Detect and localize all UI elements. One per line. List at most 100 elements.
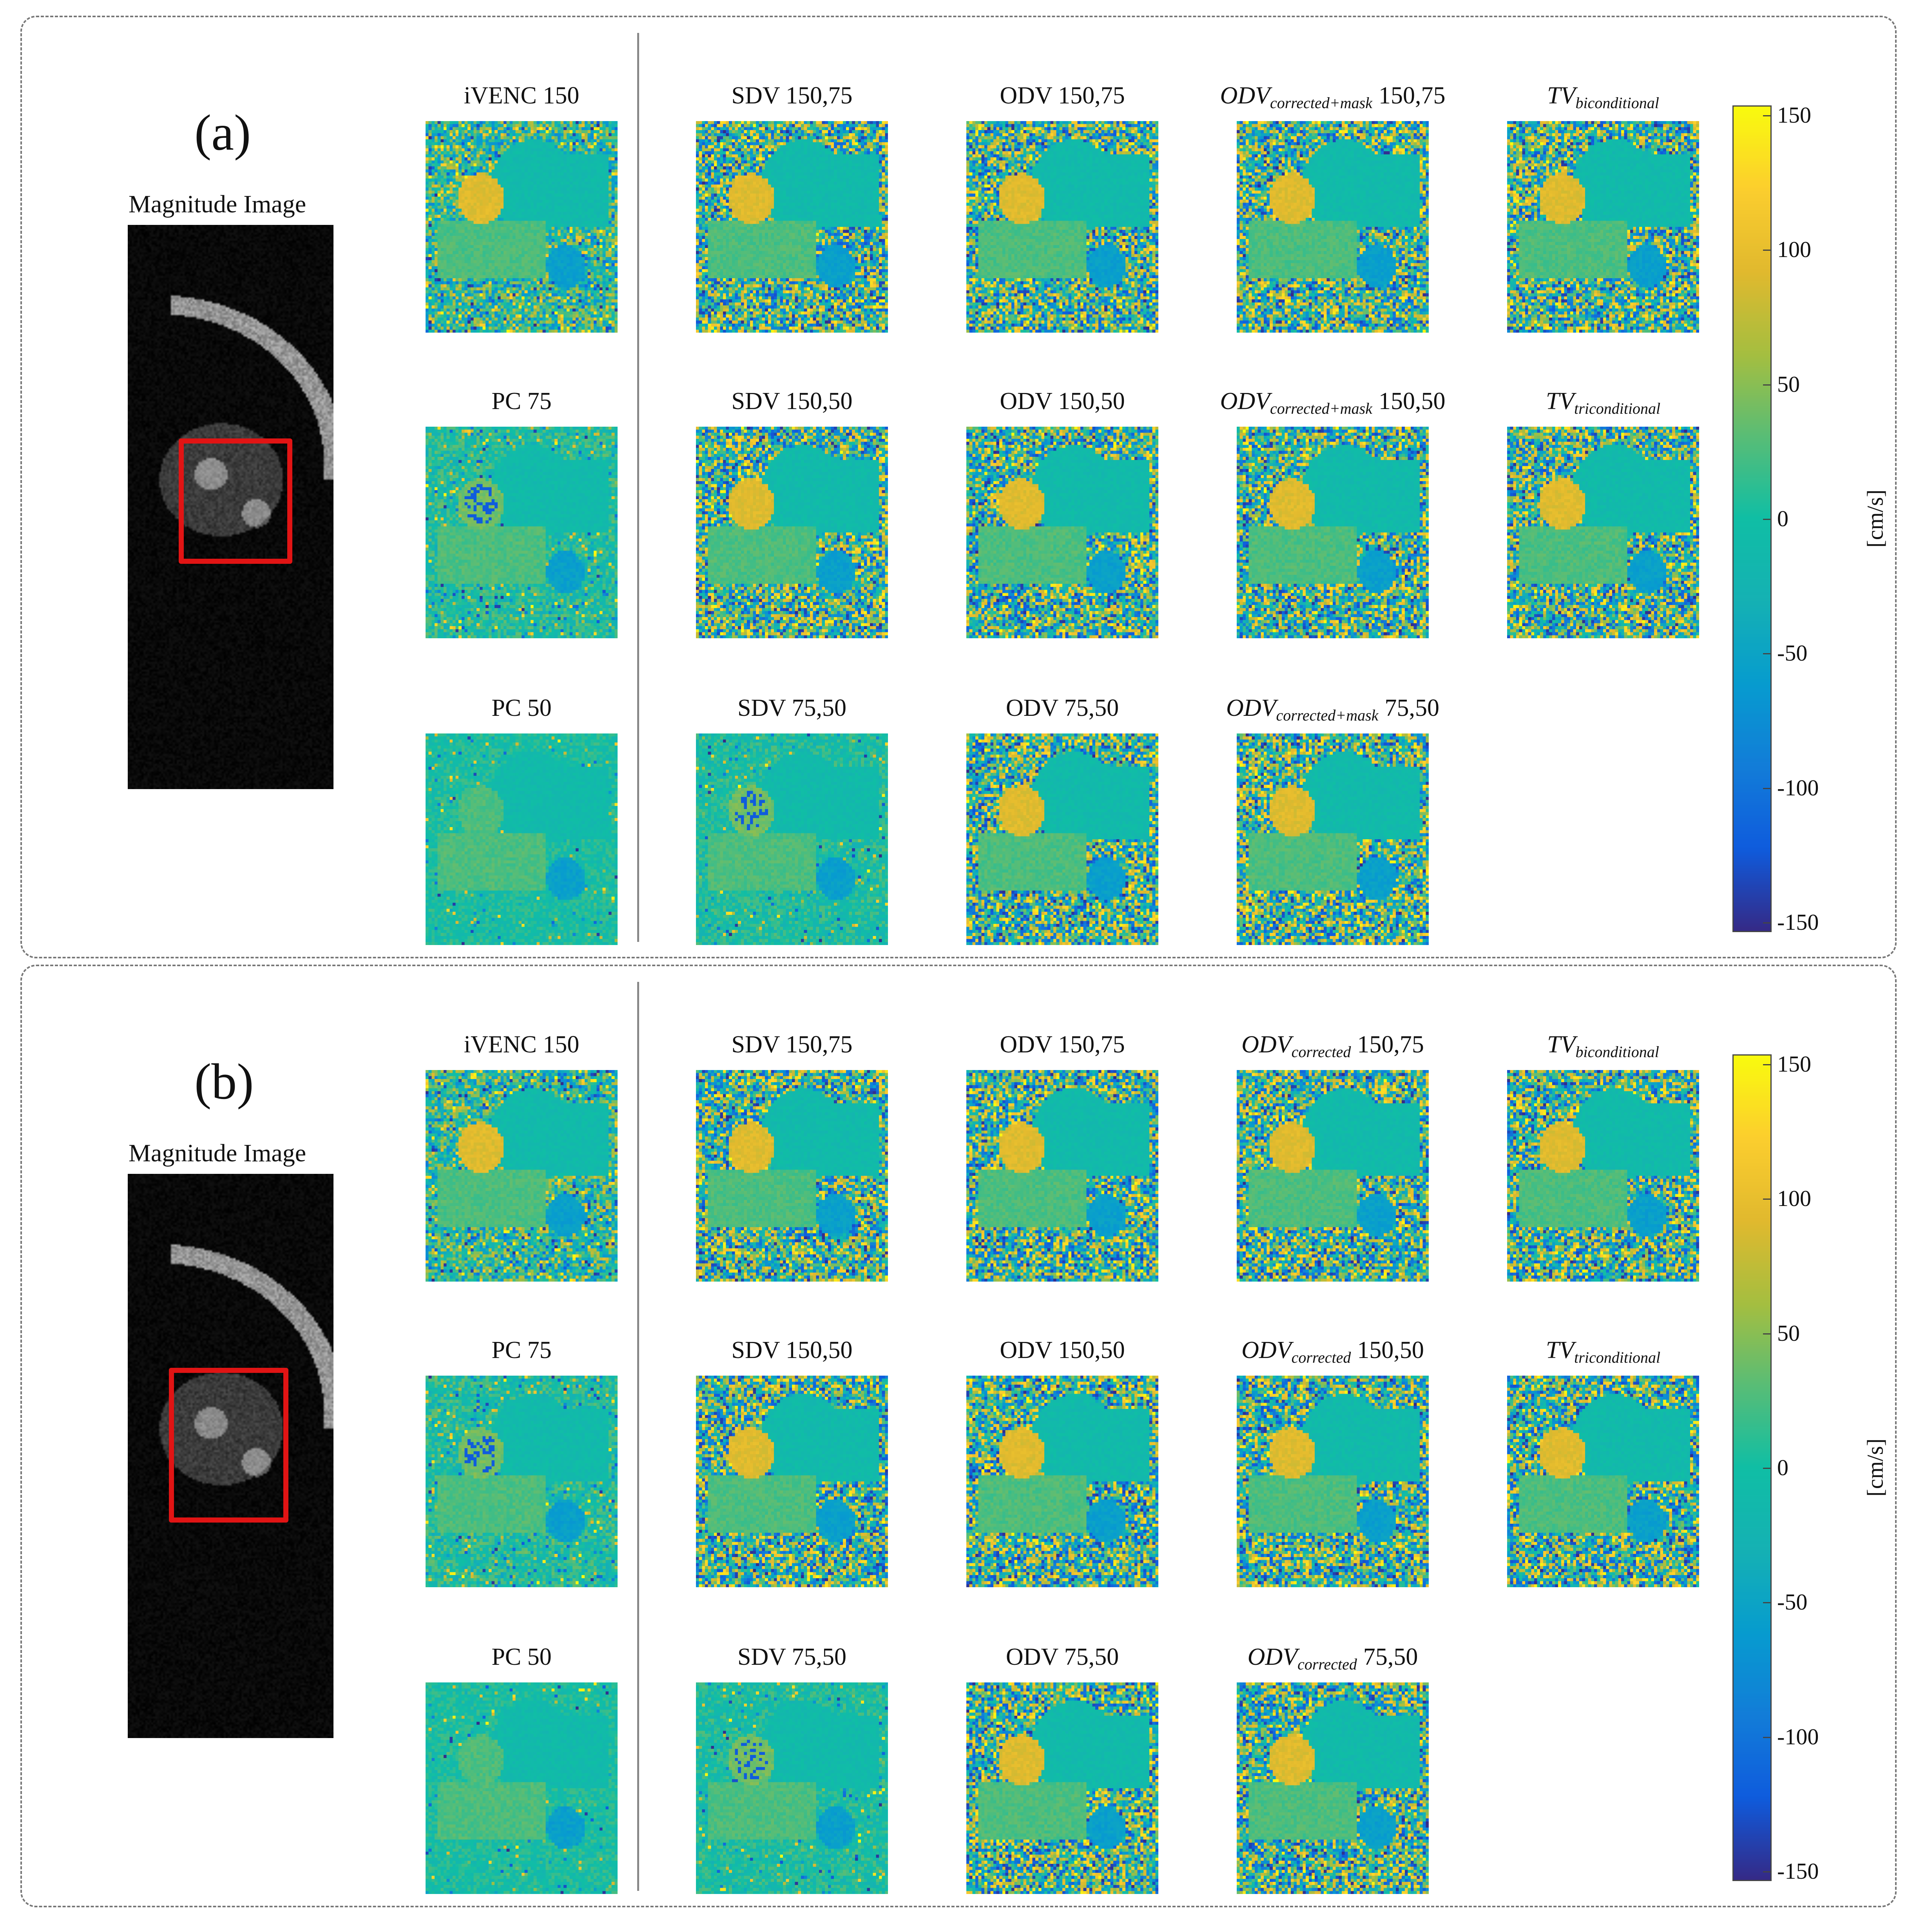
colorbar-tick-label: -50 — [1777, 1589, 1808, 1615]
tile-title-tail: 75,50 — [1363, 1644, 1418, 1670]
velocity-map — [1237, 1682, 1429, 1894]
magnitude-image-canvas — [128, 1174, 333, 1738]
tile-title-subscript: corrected+mask — [1270, 94, 1372, 112]
velocity-map — [966, 121, 1158, 333]
tile-title-main: ODV — [1220, 388, 1270, 415]
velocity-map — [696, 733, 888, 945]
colorbar-tick-label: -150 — [1777, 1858, 1819, 1884]
colorbar-tick — [1763, 519, 1772, 520]
tile-title: iVENC 150 — [464, 1031, 580, 1058]
velocity-map — [1237, 1070, 1429, 1282]
tile-title: ODVcorrected 75,50 — [1178, 1643, 1488, 1673]
tile-title: ODV 75,50 — [1006, 1644, 1119, 1670]
velocity-map — [966, 427, 1158, 638]
tile-title-main: TV — [1546, 388, 1575, 415]
magnitude-image-canvas — [128, 225, 333, 789]
velocity-map — [696, 1070, 888, 1282]
velocity-map — [966, 1376, 1158, 1587]
tile-title: PC 75 — [491, 1337, 552, 1363]
tile-title-main: TV — [1547, 82, 1576, 109]
magnitude-image-title: Magnitude Image — [129, 1139, 306, 1167]
velocity-map — [696, 121, 888, 333]
tile-title: PC 50 — [491, 695, 552, 721]
velocity-map — [966, 1070, 1158, 1282]
tile-title-subscript: biconditional — [1575, 94, 1659, 112]
column-divider — [637, 982, 639, 1891]
roi-box — [169, 1368, 288, 1523]
colorbar-tick — [1763, 1468, 1772, 1469]
tile-title: TVtriconditional — [1448, 387, 1758, 418]
velocity-map — [1507, 121, 1699, 333]
colorbar-tick-label: -50 — [1777, 640, 1808, 666]
colorbar-tick-label: 0 — [1777, 506, 1788, 531]
tile-title-main: ODV — [1241, 1337, 1292, 1363]
colorbar-tick — [1763, 1871, 1772, 1872]
colorbar-tick — [1763, 922, 1772, 923]
tile-title-subscript: triconditional — [1574, 1349, 1661, 1366]
tile-title-tail: 150,50 — [1357, 1337, 1424, 1363]
velocity-map — [1237, 733, 1429, 945]
colorbar-tick — [1763, 1199, 1772, 1200]
tile-title: ODVcorrected+mask 150,50 — [1178, 387, 1488, 418]
panel-label: (a) — [194, 105, 251, 161]
column-divider — [637, 33, 639, 942]
tile-title-subscript: corrected+mask — [1276, 706, 1379, 724]
colorbar-tick — [1763, 1602, 1772, 1604]
tile-title-tail: 75,50 — [1384, 695, 1439, 721]
tile-title: SDV 150,75 — [731, 1031, 853, 1058]
colorbar-tick-label: -100 — [1777, 775, 1819, 800]
tile-title-main: ODV — [1241, 1031, 1292, 1058]
velocity-map — [426, 733, 618, 945]
tile-title: ODV 150,50 — [1000, 388, 1125, 415]
colorbar-tick — [1763, 115, 1772, 116]
tile-title-subscript: biconditional — [1575, 1043, 1659, 1061]
magnitude-image-title: Magnitude Image — [129, 190, 306, 218]
tile-title-tail: 150,50 — [1378, 388, 1446, 415]
panel-label: (b) — [194, 1054, 254, 1110]
tile-title: TVbiconditional — [1448, 82, 1758, 112]
velocity-map — [426, 427, 618, 638]
colorbar-unit-label: [cm/s] — [1862, 1438, 1888, 1497]
colorbar-tick-label: 50 — [1777, 371, 1800, 397]
colorbar-tick — [1763, 1064, 1772, 1065]
tile-title: SDV 150,75 — [731, 82, 853, 109]
magnitude-image — [128, 1174, 333, 1738]
tile-title: ODV 75,50 — [1006, 695, 1119, 721]
tile-title: ODVcorrected 150,50 — [1178, 1336, 1488, 1367]
velocity-map — [1237, 427, 1429, 638]
colorbar-tick-label: 50 — [1777, 1320, 1800, 1346]
colorbar-tick — [1763, 1736, 1772, 1738]
tile-title-subscript: corrected — [1291, 1043, 1351, 1061]
colorbar-tick — [1763, 384, 1772, 386]
tile-title-main: ODV — [1220, 82, 1270, 109]
tile-title-subscript: corrected — [1297, 1655, 1357, 1673]
tile-title: ODV 150,50 — [1000, 1337, 1125, 1363]
velocity-map — [426, 121, 618, 333]
magnitude-image — [128, 225, 333, 789]
colorbar-tick-label: 100 — [1777, 1186, 1811, 1211]
panel-a: (a) Magnitude Image iVENC 150 SDV 150,75 ODV… — [20, 16, 1897, 958]
velocity-map — [426, 1682, 618, 1894]
velocity-map — [1507, 1376, 1699, 1587]
tile-title: ODVcorrected 150,75 — [1178, 1031, 1488, 1061]
tile-title-tail: 150,75 — [1378, 82, 1446, 109]
tile-title: SDV 75,50 — [737, 1644, 846, 1670]
tile-title: PC 75 — [491, 388, 552, 415]
velocity-map — [1507, 427, 1699, 638]
velocity-map — [696, 1376, 888, 1587]
tile-title-subscript: triconditional — [1574, 400, 1661, 417]
velocity-map — [696, 427, 888, 638]
tile-title: PC 50 — [491, 1644, 552, 1670]
tile-title: TVtriconditional — [1448, 1336, 1758, 1367]
tile-title: ODVcorrected+mask 75,50 — [1178, 694, 1488, 724]
tile-title-tail: 150,75 — [1357, 1031, 1424, 1058]
colorbar-tick-label: 150 — [1777, 102, 1811, 128]
colorbar-tick-label: -100 — [1777, 1724, 1819, 1749]
velocity-map — [426, 1376, 618, 1587]
velocity-map — [966, 733, 1158, 945]
velocity-map — [1237, 1376, 1429, 1587]
tile-title: SDV 150,50 — [731, 1337, 853, 1363]
tile-title-main: ODV — [1226, 695, 1276, 721]
velocity-map — [1237, 121, 1429, 333]
tile-title-main: TV — [1547, 1031, 1576, 1058]
